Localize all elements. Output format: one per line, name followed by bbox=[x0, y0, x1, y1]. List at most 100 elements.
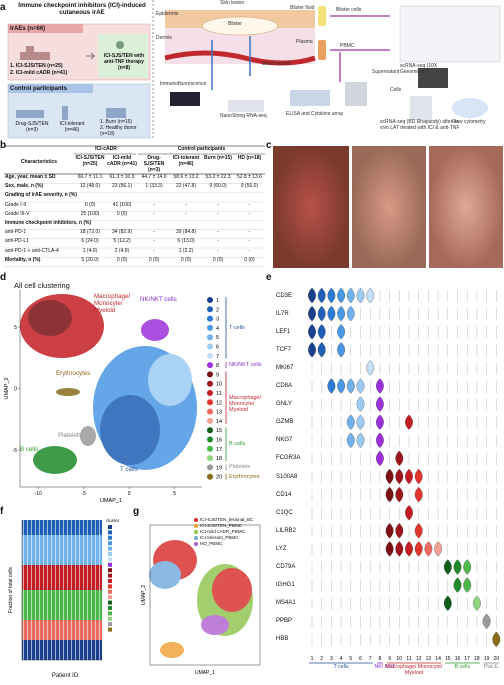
arrows bbox=[330, 15, 390, 82]
gene-label: LEF1 bbox=[276, 328, 291, 335]
x-tick-label: -10 bbox=[35, 491, 42, 497]
legend-label: ICI-SJS/TEN_lesional_BC bbox=[200, 517, 254, 522]
legend-swatch bbox=[108, 541, 112, 546]
umap-cloud bbox=[149, 540, 253, 658]
table-cell: Grading of irAE severity, n (%) bbox=[5, 192, 77, 199]
legend-group: B cells bbox=[229, 441, 246, 448]
x-tick-label: 0 bbox=[128, 491, 131, 497]
violin bbox=[346, 414, 355, 430]
violin bbox=[395, 541, 404, 557]
photo bbox=[273, 146, 349, 268]
violin bbox=[346, 432, 355, 449]
panel-label: g bbox=[133, 506, 140, 517]
cluster-cloud bbox=[80, 426, 96, 446]
violin bbox=[346, 287, 355, 304]
gene-label: HBB bbox=[276, 636, 289, 643]
x-tick-label: 19 bbox=[484, 656, 490, 662]
legend-swatch bbox=[207, 427, 213, 434]
table-cell: 6 (24.0) bbox=[81, 238, 99, 245]
legend-number: 4 bbox=[216, 326, 219, 332]
group-label: Drug-SJS/TEN (n=3) bbox=[15, 121, 49, 133]
box-header: IrAEs (n=66) bbox=[10, 26, 46, 32]
legend-number: 15 bbox=[216, 428, 222, 434]
table-cell: 0 (0) bbox=[116, 256, 128, 263]
group-label: NK/ NKT bbox=[374, 664, 396, 670]
table-header: Control participants bbox=[177, 146, 226, 152]
table-cell: 5 (20.0) bbox=[81, 256, 99, 263]
group-label: Macrophage/ Monocyte/ Myeloid bbox=[385, 664, 443, 677]
panel-label: f bbox=[0, 506, 4, 517]
legend-swatch bbox=[108, 595, 112, 600]
violin bbox=[414, 523, 423, 539]
violin bbox=[317, 342, 326, 358]
violin bbox=[395, 523, 404, 539]
table-cell: 44.7 ± 14.0 bbox=[141, 174, 167, 180]
cluster-cloud bbox=[56, 388, 80, 396]
gene-label: GZMB bbox=[276, 419, 294, 426]
x-tick-label: 5 bbox=[173, 491, 176, 497]
violin bbox=[385, 523, 394, 539]
table-cell: 1 (2.2) bbox=[178, 247, 194, 254]
violin bbox=[308, 342, 316, 358]
x-axis-label: UMAP_1 bbox=[195, 670, 215, 676]
legend-number: 18 bbox=[216, 456, 222, 462]
table-cell: Sex, male, n (%) bbox=[5, 183, 44, 190]
violin bbox=[482, 613, 491, 630]
violin bbox=[308, 287, 316, 304]
schematic-label: scRNA-seq (BD Rhapsody) after ex vivo LA… bbox=[380, 119, 460, 131]
x-tick-label: 3 bbox=[330, 656, 333, 662]
legend-swatch bbox=[207, 334, 213, 341]
legend-swatch bbox=[207, 362, 213, 369]
x-tick-label: 5 bbox=[349, 656, 352, 662]
violin bbox=[356, 287, 365, 304]
title: Immune checkpoint inhibitors (ICI)-induc… bbox=[18, 2, 146, 17]
cluster-cloud bbox=[141, 319, 169, 341]
cluster-label: T cells bbox=[120, 466, 138, 473]
anti-tnf-box bbox=[98, 34, 148, 78]
legend-number: 13 bbox=[216, 410, 222, 416]
table-cell: 39 (84.8) bbox=[175, 229, 196, 236]
sequencer bbox=[418, 68, 448, 88]
condition-cloud bbox=[212, 568, 252, 612]
violin bbox=[376, 450, 384, 467]
table-cell: 41 (100) bbox=[112, 201, 132, 208]
x-tick-label: 6 bbox=[359, 656, 362, 662]
legend-swatch bbox=[108, 568, 112, 573]
x-tick-label: 20 bbox=[494, 656, 500, 662]
legend-swatch bbox=[108, 573, 112, 578]
violin bbox=[414, 468, 423, 485]
table-cell: 9 (50.0) bbox=[240, 183, 259, 190]
table-cell: - bbox=[153, 238, 155, 245]
violin bbox=[337, 287, 345, 304]
cluster-label: Macrophage/ Monocyte/ Myeloid bbox=[94, 293, 131, 315]
violin bbox=[376, 396, 384, 412]
legend-title: cluster bbox=[106, 518, 120, 523]
legend-number: 6 bbox=[216, 345, 219, 351]
legend-group: T cells bbox=[229, 324, 245, 331]
table-cell: - bbox=[217, 210, 219, 217]
gene-label: CD79A bbox=[276, 564, 296, 570]
table-cell: - bbox=[248, 247, 251, 254]
legend-swatch bbox=[108, 606, 112, 610]
legend-swatch bbox=[207, 408, 213, 415]
y-axis-label: Fraction of total cells bbox=[8, 567, 14, 613]
legend-swatch bbox=[108, 616, 112, 621]
x-tick-label: 12 bbox=[416, 656, 422, 662]
table-cell: - bbox=[217, 201, 219, 208]
schematic-label: Blood vessel bbox=[262, 61, 291, 67]
table-cell: - bbox=[248, 210, 251, 217]
group-label: Plat.E. bbox=[483, 664, 500, 670]
legend-swatch bbox=[207, 436, 213, 443]
legend-number: 2 bbox=[216, 307, 219, 313]
legend-label: ICI-tolerant_PBMC bbox=[200, 535, 239, 540]
schematic-label: PBMC bbox=[340, 43, 355, 49]
legend-number: 9 bbox=[216, 372, 219, 378]
table-cell: 23 (56.1) bbox=[111, 183, 132, 190]
legend-swatch bbox=[207, 324, 213, 331]
table-cell: anti-PD-1 bbox=[5, 229, 27, 236]
table-cell: 25 (100) bbox=[80, 210, 100, 217]
group-label: B cells bbox=[454, 664, 471, 670]
legend-swatch bbox=[108, 525, 112, 529]
violin bbox=[376, 414, 384, 430]
x-tick-label: 11 bbox=[406, 656, 411, 662]
